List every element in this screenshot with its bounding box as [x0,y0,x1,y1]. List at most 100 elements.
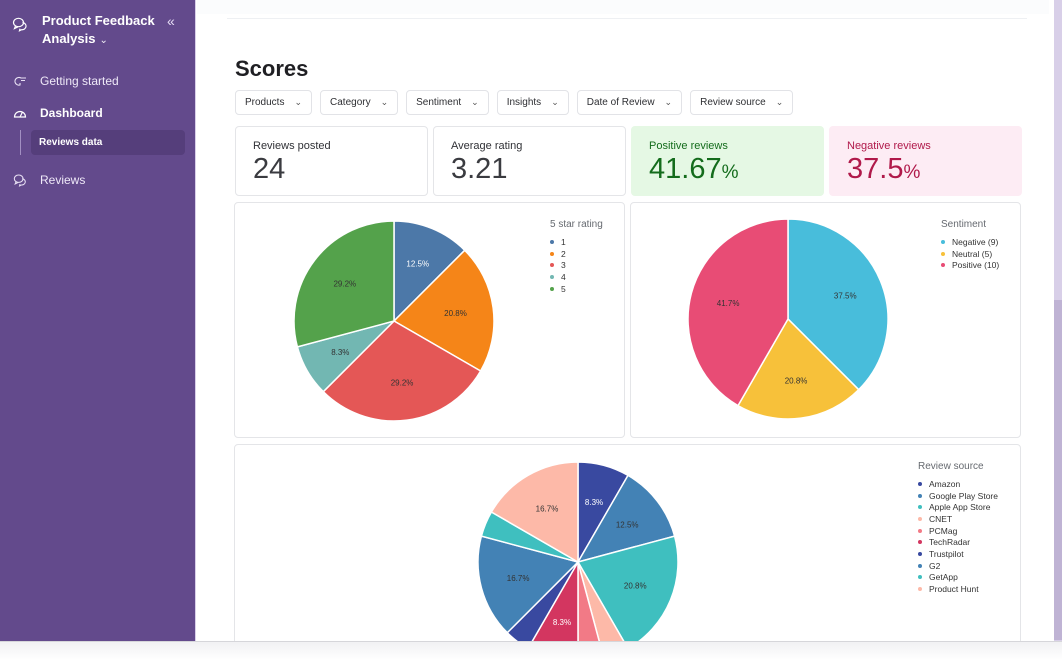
pie-slice-neutral-5[interactable] [736,317,860,420]
slice-label-2: 20.8% [444,309,467,318]
chart-card-review-source: 8.3% 12.5% 20.8% 8.3% 16.7% 16.7% Review sour… [234,444,1021,642]
legend-item-cnet[interactable]: CNET [918,513,998,525]
sidebar-item-dashboard[interactable]: Dashboard [12,101,187,125]
scrollbar-thumb[interactable] [1054,300,1062,640]
legend-item-neutral-5[interactable]: Neutral (5) [941,248,999,260]
review-source-legend: Review source Amazon Google Play Store Appl… [918,461,998,595]
main-content: Scores Products ⌄ Category ⌄ Sentiment ⌄ In… [197,0,1049,642]
filter-label: Insights [506,97,542,108]
slice-label-neutral-5: 20.8% [785,376,808,385]
filter-label: Sentiment [416,97,462,108]
app-switcher[interactable]: Product Feedback Analysis ⌄ [42,12,162,50]
filter-sentiment[interactable]: Sentiment ⌄ [406,90,489,115]
kpi-label: Average rating [451,140,523,152]
pie-slice-5[interactable] [293,220,395,348]
sidebar-subitem-label: Reviews data [39,137,103,148]
gauge-icon [12,105,28,121]
sidebar-item-label: Reviews [40,173,86,187]
legend-swatch [918,493,922,498]
legend-swatch [918,575,922,580]
legend-swatch [918,563,922,568]
filter-category[interactable]: Category ⌄ [320,90,399,115]
kpi-value: 24 [253,153,286,185]
chevron-down-icon: ⌄ [551,97,559,107]
legend-item-google-play-store[interactable]: Google Play Store [918,490,998,502]
legend-item-1[interactable]: 1 [550,236,603,248]
legend-item-4[interactable]: 4 [550,271,603,283]
legend-title: Review source [918,461,984,472]
legend-swatch [918,481,922,486]
sidebar: Product Feedback Analysis ⌄ « Getting sta… [0,0,196,641]
chevron-down-icon: ⌄ [664,97,673,107]
pie-slice-positive-10[interactable] [687,218,789,407]
slice-label-3: 29.2% [391,378,414,387]
slice-label-5: 29.2% [333,279,356,288]
legend-label: 5 [561,283,566,294]
sentiment-pie-chart: 37.5% 20.8% 41.7% [687,218,889,420]
legend-label: 1 [561,236,566,247]
kpi-reviews-posted: Reviews posted 24 [235,126,428,196]
sidebar-item-getting-started[interactable]: Getting started [12,69,187,93]
filter-label: Products [245,97,285,108]
pie-slice-apple-app-store[interactable] [576,535,679,642]
app-title-line2: Analysis [42,31,96,46]
pie-slice-pcmag[interactable] [577,561,604,642]
legend-swatch [918,516,922,521]
legend-swatch [550,274,554,279]
legend-label: Positive (10) [952,260,1000,271]
pie-slice-1[interactable] [393,220,466,323]
legend-item-trustpilot[interactable]: Trustpilot [918,548,998,560]
legend-swatch [550,263,554,268]
filter-date-of-review[interactable]: Date of Review ⌄ [576,90,683,115]
legend-item-product-hunt[interactable]: Product Hunt [918,583,998,595]
chat-bubbles-icon [12,172,28,188]
pie-slice-negative-9[interactable] [787,218,889,391]
review-source-pie-chart: 8.3% 12.5% 20.8% 8.3% 16.7% 16.7% [477,461,679,642]
filter-label: Date of Review [586,97,655,108]
slice-label-g2: 16.7% [507,574,530,583]
legend-item-apple-app-store[interactable]: Apple App Store [918,501,998,513]
pie-slice-product-hunt[interactable] [490,461,579,564]
legend-item-amazon[interactable]: Amazon [918,478,998,490]
legend-item-3[interactable]: 3 [550,259,603,271]
legend-label: Negative (9) [952,236,999,247]
legend-label: G2 [929,560,941,571]
sidebar-subitem-reviews-data[interactable]: Reviews data [31,130,185,155]
legend-swatch [941,263,945,268]
pie-slice-google-play-store[interactable] [576,474,676,564]
star-rating-legend: 5 star rating 1 2 3 4 5 [550,219,603,294]
legend-item-g2[interactable]: G2 [918,560,998,572]
pie-slice-g2[interactable] [477,535,580,634]
kpi-average-rating: Average rating 3.21 [433,126,626,196]
legend-swatch [550,239,554,244]
filter-bar: Products ⌄ Category ⌄ Sentiment ⌄ Insights ⌄… [235,90,794,115]
slice-label-google-play-store: 12.5% [616,520,639,529]
sidebar-item-reviews[interactable]: Reviews [12,168,187,192]
filter-products[interactable]: Products ⌄ [235,90,313,115]
legend-item-pcmag[interactable]: PCMag [918,525,998,537]
kpi-value: 3.21 [451,153,508,185]
legend-item-techradar[interactable]: TechRadar [918,536,998,548]
kpi-label: Reviews posted [253,140,331,152]
kpi-label: Negative reviews [847,140,931,152]
chart-card-sentiment: 37.5% 20.8% 41.7% Sentiment Negative (9) Neu… [630,202,1021,438]
pie-slice-3[interactable] [322,320,482,422]
star-rating-pie-chart: 12.5% 20.8% 29.2% 8.3% 29.2% [293,220,495,422]
window-shadow [0,642,1062,660]
sidebar-item-label: Dashboard [40,106,103,120]
legend-item-5[interactable]: 5 [550,283,603,295]
legend-label: CNET [929,513,953,524]
filter-insights[interactable]: Insights ⌄ [496,90,569,115]
legend-swatch [550,251,554,256]
legend-item-negative-9[interactable]: Negative (9) [941,236,999,248]
pie-slice-2[interactable] [392,249,495,373]
legend-item-2[interactable]: 2 [550,248,603,260]
legend-swatch [941,239,945,244]
app-title-line1: Product Feedback [42,13,155,28]
legend-item-positive-10[interactable]: Positive (10) [941,259,999,271]
slice-label-negative-9: 37.5% [834,291,857,300]
legend-item-getapp[interactable]: GetApp [918,572,998,584]
pie-slice-cnet[interactable] [577,561,628,642]
filter-review-source[interactable]: Review source ⌄ [690,90,794,115]
collapse-sidebar-icon[interactable]: « [167,13,175,29]
